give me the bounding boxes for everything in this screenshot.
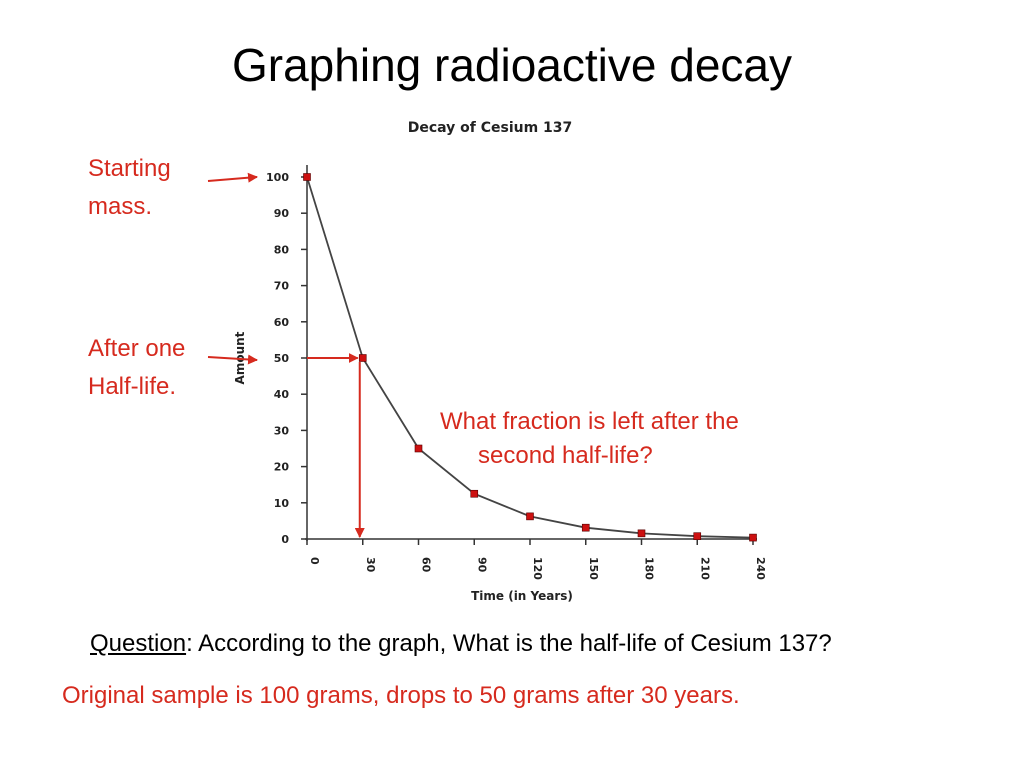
fraction-question-line2: second half-life? xyxy=(478,442,653,469)
data-point xyxy=(414,444,423,453)
x-tick-label: 30 xyxy=(364,557,377,573)
y-tick-label: 20 xyxy=(274,461,290,474)
x-tick-label: 180 xyxy=(643,557,656,580)
fraction-question-annotation: What fraction is left after the second h… xyxy=(440,405,739,473)
y-tick-label: 40 xyxy=(274,388,290,401)
half-life-annotation: After one Half-life. xyxy=(88,330,185,406)
chart-title: Decay of Cesium 137 xyxy=(408,120,573,136)
x-tick-label: 90 xyxy=(475,557,488,573)
data-point xyxy=(581,523,590,532)
data-point xyxy=(470,489,479,498)
starting-mass-arrow xyxy=(207,172,258,183)
half-life-line2: Half-life. xyxy=(88,373,177,400)
half-life-label-arrow xyxy=(207,354,258,365)
y-tick-label: 90 xyxy=(274,207,290,220)
data-point xyxy=(637,529,646,538)
y-tick-label: 60 xyxy=(274,316,290,329)
y-tick-label: 80 xyxy=(274,243,290,256)
y-tick-label: 100 xyxy=(266,171,289,184)
half-life-line1: After one xyxy=(88,335,186,362)
y-tick-label: 0 xyxy=(281,533,289,546)
answer-text: Original sample is 100 grams, drops to 5… xyxy=(62,682,740,709)
question-body: : According to the graph, What is the ha… xyxy=(186,630,832,657)
y-tick-label: 50 xyxy=(274,352,290,365)
starting-mass-line1: Starting xyxy=(88,155,171,182)
decay-series-line xyxy=(306,176,754,539)
starting-mass-line2: mass. xyxy=(88,193,153,220)
data-point xyxy=(358,354,367,362)
x-tick-label: 60 xyxy=(420,557,433,573)
data-point xyxy=(303,173,311,181)
data-point xyxy=(693,532,702,540)
starting-mass-annotation: Starting mass. xyxy=(88,150,171,226)
x-axis-label: Time (in Years) xyxy=(471,589,573,603)
slide-title: Graphing radioactive decay xyxy=(232,39,792,91)
y-tick-label: 10 xyxy=(274,497,290,510)
data-point xyxy=(526,512,534,521)
x-tick-label: 0 xyxy=(308,557,321,565)
fraction-question-line1: What fraction is left after the xyxy=(440,408,739,435)
x-tick-label: 150 xyxy=(587,557,600,580)
data-point xyxy=(749,533,757,542)
x-tick-label: 120 xyxy=(531,557,544,580)
x-tick-label: 240 xyxy=(754,557,767,580)
y-tick-label: 30 xyxy=(274,424,290,437)
y-axis-label: Amount xyxy=(233,331,247,384)
x-tick-label: 210 xyxy=(698,557,711,580)
question-label: Question xyxy=(90,630,187,657)
question-text: Question: According to the graph, What i… xyxy=(90,630,832,658)
y-tick-label: 70 xyxy=(274,280,290,293)
